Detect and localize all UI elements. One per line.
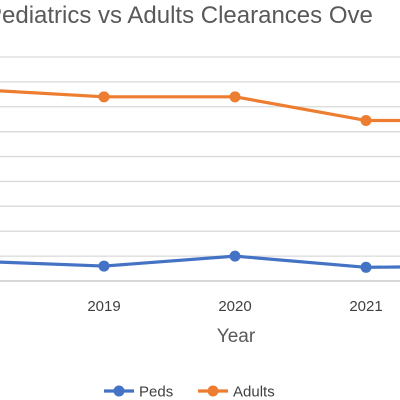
legend-label-peds: Peds — [139, 384, 173, 400]
gridlines — [0, 56, 400, 282]
data-point-peds — [98, 260, 110, 272]
x-tick-label: 2020 — [218, 298, 251, 315]
series-line-peds — [0, 254, 400, 269]
data-point-peds — [229, 250, 241, 262]
data-point-peds — [360, 261, 372, 273]
data-point-adults — [98, 91, 110, 103]
legend-item-peds: Peds — [104, 384, 173, 400]
legend-marker-adults — [207, 385, 219, 397]
data-point-adults — [360, 114, 372, 126]
series-line-adults — [0, 89, 400, 123]
data-point-adults — [229, 91, 241, 103]
series-lines — [0, 89, 400, 269]
x-axis-tick-labels: 2019 2020 2021 — [87, 298, 382, 315]
legend: Peds Adults — [104, 384, 275, 400]
legend-marker-peds — [113, 385, 125, 397]
series-points — [98, 91, 372, 273]
x-tick-label: 2019 — [87, 298, 120, 315]
legend-label-adults: Adults — [233, 384, 275, 400]
x-axis-title: Year — [217, 326, 256, 347]
x-tick-label: 2021 — [349, 298, 382, 315]
chart-title: Pediatrics vs Adults Clearances Ove — [0, 2, 373, 29]
legend-item-adults: Adults — [198, 384, 275, 400]
